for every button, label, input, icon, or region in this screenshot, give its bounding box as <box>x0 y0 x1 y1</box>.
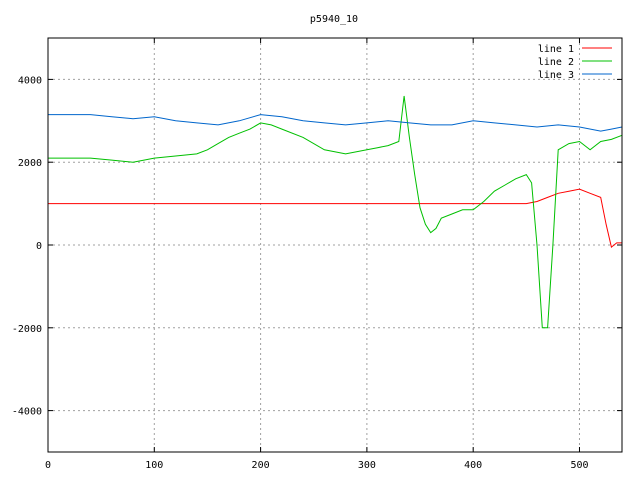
y-tick-label: -4000 <box>12 407 42 418</box>
legend-label-2: line 2 <box>538 57 574 68</box>
chart-title: p5940_10 <box>310 14 358 25</box>
series-line-1 <box>48 188 622 248</box>
series-layer <box>48 95 623 329</box>
y-tick-label: 0 <box>36 241 42 252</box>
series-line-2 <box>48 95 623 329</box>
x-tick-label: 300 <box>358 460 376 471</box>
x-tick-label: 500 <box>570 460 588 471</box>
legend-label-3: line 3 <box>538 70 574 81</box>
series-line-3 <box>48 114 623 132</box>
y-tick-label: 4000 <box>18 75 42 86</box>
axis-ticks: 0 100 200 300 400 500 -4000 -2000 0 2000 4000 <box>12 38 622 471</box>
grid <box>48 38 622 452</box>
x-tick-label: 100 <box>145 460 163 471</box>
legend: line 1 line 2 line 3 <box>538 44 612 81</box>
y-tick-label: 2000 <box>18 158 42 169</box>
y-tick-label: -2000 <box>12 324 42 335</box>
legend-label-1: line 1 <box>538 44 574 55</box>
x-tick-label: 400 <box>464 460 482 471</box>
x-tick-label: 0 <box>45 460 51 471</box>
x-tick-label: 200 <box>252 460 270 471</box>
